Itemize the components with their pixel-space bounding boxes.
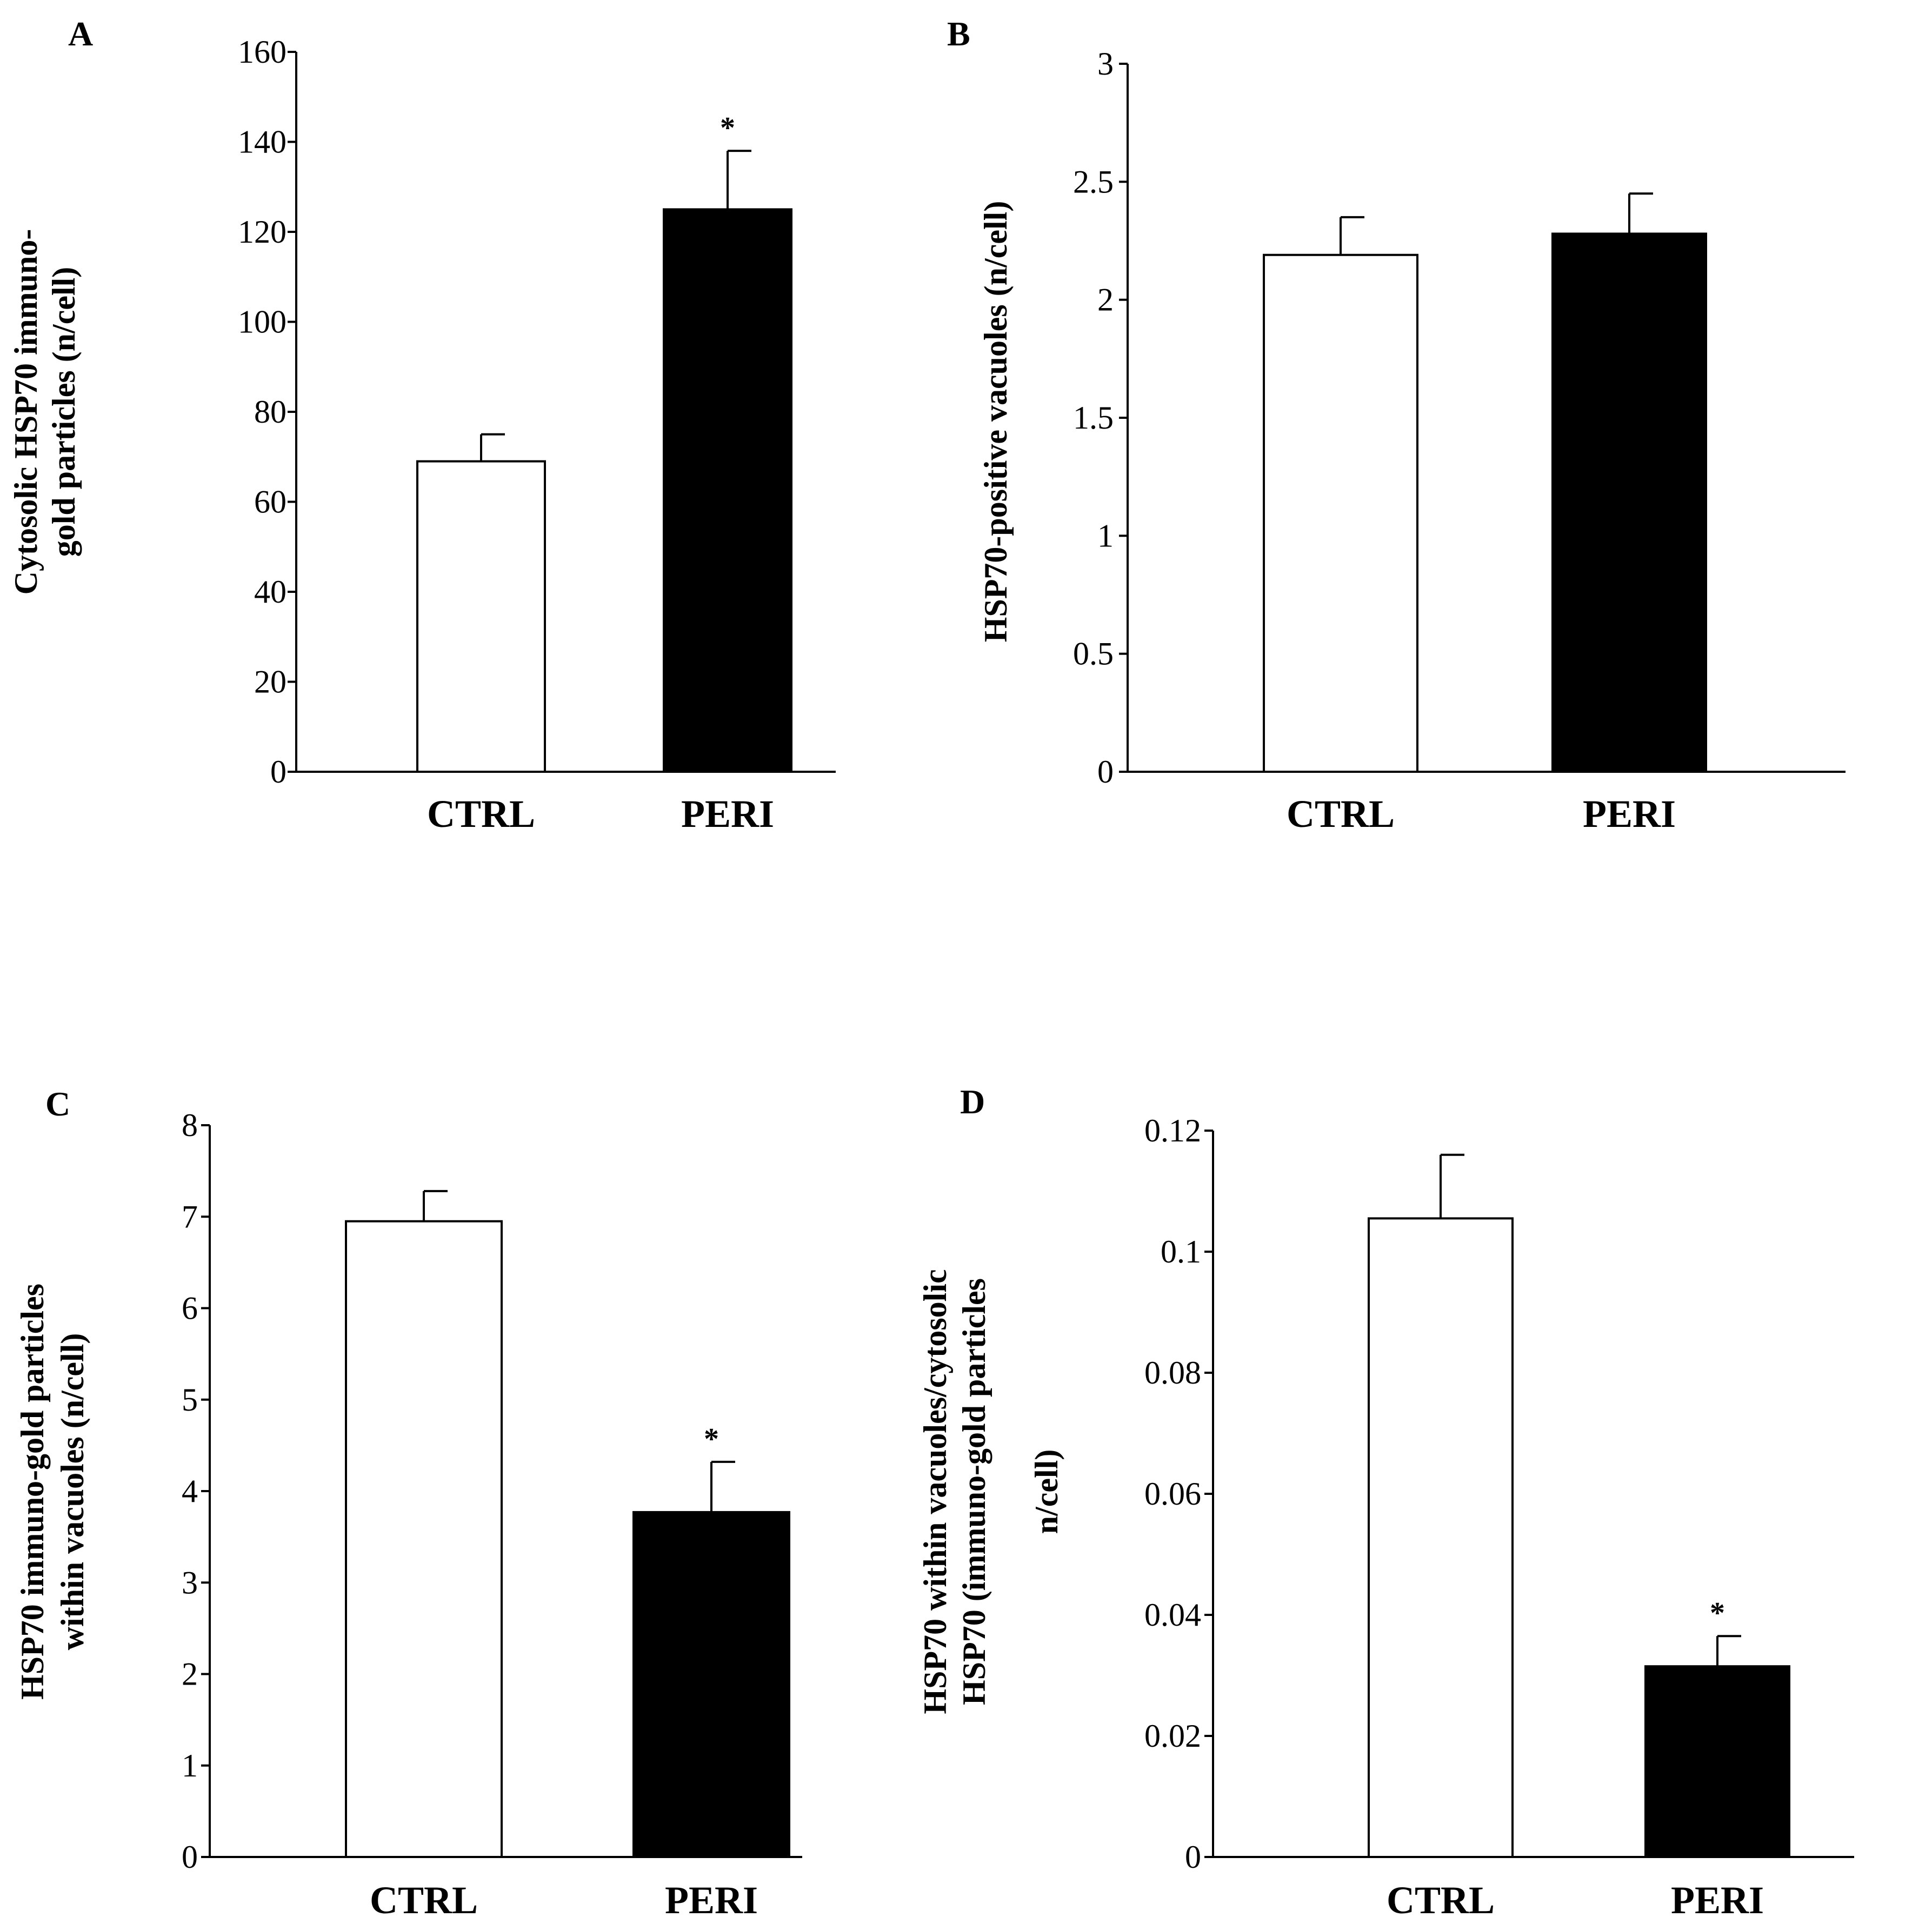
- category-label: CTRL: [1287, 792, 1395, 836]
- category-label: CTRL: [427, 792, 535, 836]
- bar-ctrl: [1263, 253, 1418, 773]
- bar-peri: [1551, 232, 1707, 773]
- panel-d: D 0 0.02 0.04 0.06 0.08 0.1 0.12 CTRL * PERI HSP70 …: [917, 1083, 1854, 1922]
- bar-peri: [663, 208, 792, 773]
- y-tick-label: 120: [238, 214, 287, 250]
- y-tick-label: 80: [254, 394, 287, 430]
- y-axis-label: HSP70-positive vacuoles (n/cell): [978, 201, 1014, 643]
- category-label: CTRL: [1387, 1879, 1495, 1922]
- y-tick-label: 0.12: [1144, 1113, 1201, 1148]
- y-axis-label: within vacuoles (n/cell): [55, 1333, 90, 1651]
- y-tick-label: 0: [1185, 1839, 1201, 1875]
- panel-letter: B: [947, 15, 970, 53]
- y-tick-label: 0.04: [1144, 1597, 1201, 1633]
- y-tick-label: 160: [238, 34, 287, 70]
- bar-ctrl: [416, 460, 546, 773]
- y-tick-label: 0.06: [1144, 1476, 1201, 1512]
- y-tick-label: 1.5: [1073, 400, 1114, 436]
- y-tick-label: 3: [1097, 46, 1114, 82]
- y-tick-label: 1: [1097, 518, 1114, 553]
- bar-ctrl: [1368, 1217, 1514, 1858]
- y-tick-label: 7: [182, 1199, 198, 1234]
- y-axis-label: Cytosolic HSP70 immuno-: [8, 229, 44, 595]
- y-tick-label: 60: [254, 484, 287, 520]
- panel-letter: A: [68, 15, 93, 53]
- category-label: PERI: [1583, 792, 1676, 836]
- category-label: PERI: [1671, 1879, 1764, 1922]
- bar-ctrl: [345, 1220, 503, 1858]
- bar-peri: [1644, 1665, 1790, 1858]
- y-tick-label: 0: [270, 754, 287, 790]
- panel-a: A 0 20 40 60 80 100 120 140 160 CTRL * PERI Cytosolic…: [8, 15, 836, 836]
- y-axis-label: HSP70 (immuno-gold particles: [956, 1278, 992, 1705]
- y-tick-label: 2: [182, 1656, 198, 1692]
- y-tick-label: 100: [238, 304, 287, 340]
- panel-letter: D: [960, 1083, 985, 1121]
- y-axis-label: HSP70 immuno-gold particles: [15, 1284, 50, 1700]
- y-tick-label: 5: [182, 1382, 198, 1418]
- category-label: PERI: [665, 1879, 758, 1922]
- y-tick-label: 1: [182, 1748, 198, 1783]
- y-axis-label: n/cell): [1029, 1449, 1064, 1534]
- significance-marker: *: [720, 111, 735, 145]
- panel-letter: C: [45, 1085, 70, 1123]
- category-label: PERI: [681, 792, 774, 836]
- y-tick-label: 4: [182, 1473, 198, 1509]
- y-axis-label: gold particles (n/cell): [46, 267, 82, 557]
- y-tick-label: 2: [1097, 282, 1114, 318]
- y-tick-label: 6: [182, 1291, 198, 1326]
- bar-peri: [632, 1511, 790, 1858]
- category-label: CTRL: [370, 1879, 478, 1922]
- panel-c: C 0 1 2 3 4 5 6 7 8 CTRL * PERI HSP70 immuno-gold par…: [15, 1085, 802, 1922]
- panel-b: B 0 0.5 1 1.5 2 2.5 3 CTRL PERI HSP70-positive vac…: [947, 15, 1846, 836]
- significance-marker: *: [704, 1422, 719, 1456]
- y-tick-label: 20: [254, 664, 287, 700]
- y-tick-label: 0.5: [1073, 636, 1114, 672]
- y-tick-label: 40: [254, 574, 287, 610]
- y-tick-label: 0: [182, 1839, 198, 1875]
- y-tick-label: 3: [182, 1565, 198, 1600]
- y-tick-label: 140: [238, 124, 287, 160]
- y-tick-label: 0: [1097, 754, 1114, 790]
- y-tick-label: 8: [182, 1107, 198, 1143]
- y-tick-label: 0.08: [1144, 1355, 1201, 1391]
- y-tick-label: 2.5: [1073, 164, 1114, 199]
- y-axis-label: HSP70 within vacuoles/cytosolic: [917, 1269, 953, 1714]
- y-tick-label: 0.1: [1161, 1234, 1201, 1270]
- significance-marker: *: [1710, 1596, 1725, 1630]
- y-tick-label: 0.02: [1144, 1718, 1201, 1754]
